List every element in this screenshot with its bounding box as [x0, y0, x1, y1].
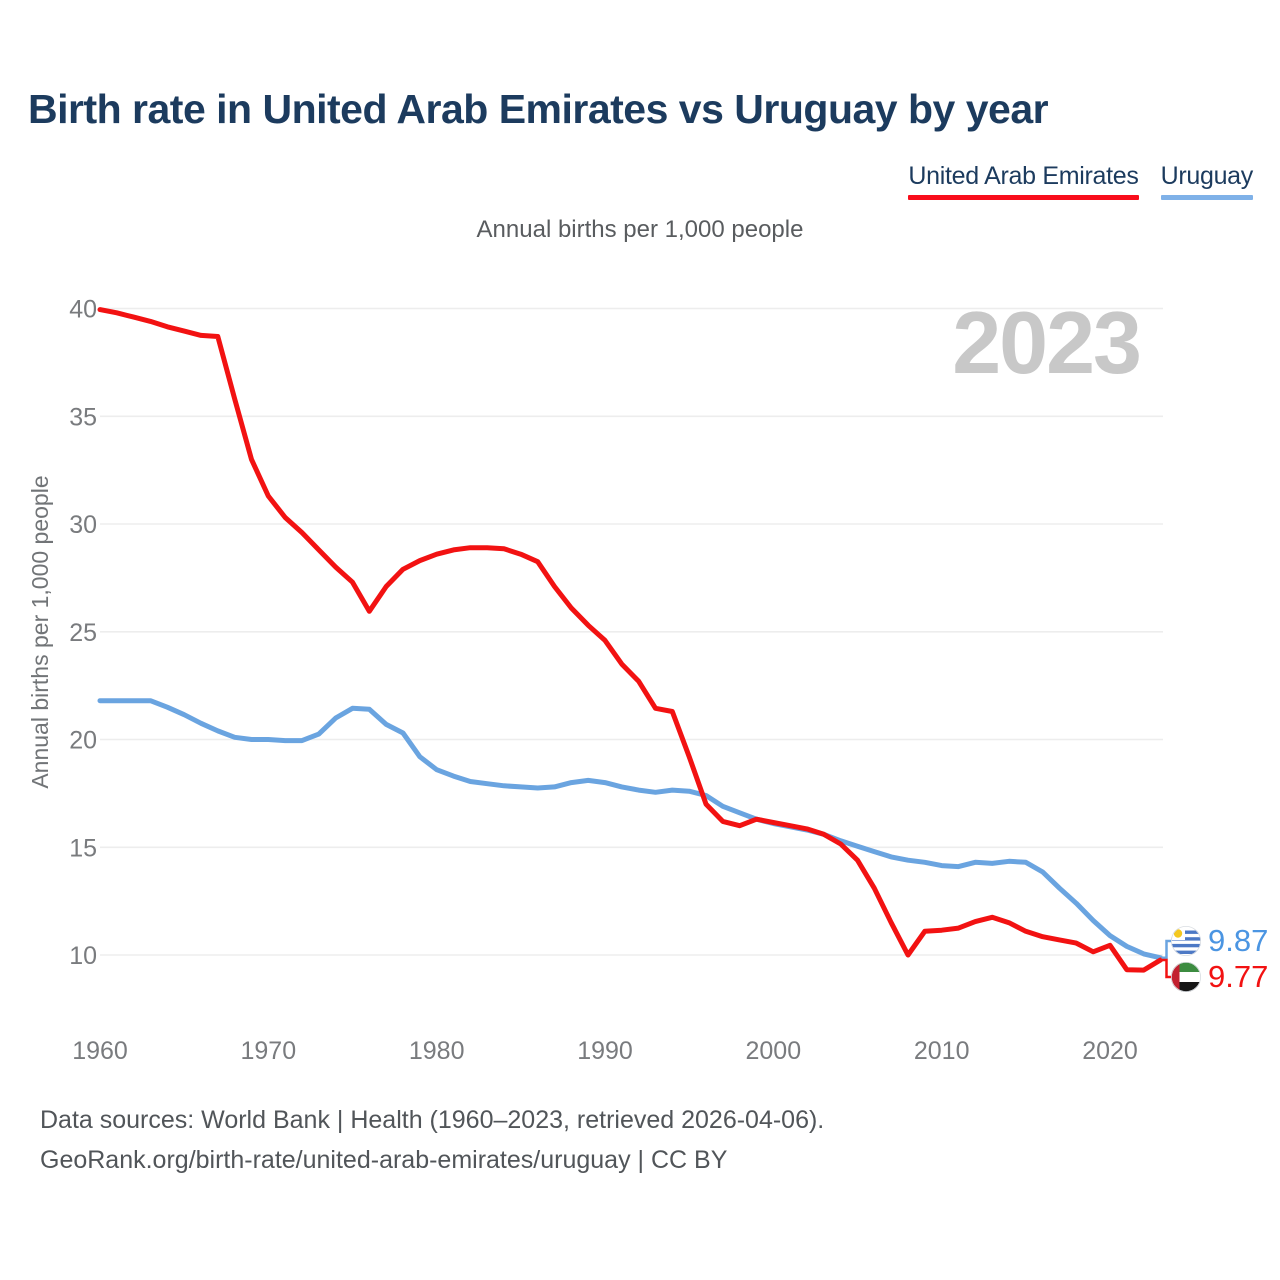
legend-label-uruguay: Uruguay	[1160, 162, 1254, 190]
y-tick-label-35: 35	[69, 403, 97, 431]
x-tick-label-1980: 1980	[409, 1037, 465, 1065]
x-tick-label-2000: 2000	[745, 1037, 801, 1065]
footer-line-2: GeoRank.org/birth-rate/united-arab-emira…	[40, 1146, 728, 1174]
uae-flag-icon	[1171, 962, 1201, 992]
legend-item-united-arab-emirates[interactable]: United Arab Emirates	[908, 162, 1139, 200]
y-tick-label-15: 15	[69, 834, 97, 862]
uruguay-line	[97, 698, 1163, 961]
chart-subtitle: Annual births per 1,000 people	[476, 216, 804, 243]
legend-underline-united-arab-emirates	[908, 195, 1139, 200]
data-source-footer: Data sources: World Bank | Health (1960–…	[40, 1100, 824, 1180]
united-arab-emirates-line	[97, 307, 1163, 973]
uae-end-value: 9.77	[1208, 959, 1269, 994]
y-tick-label-30: 30	[69, 511, 97, 539]
page-title: Birth rate in United Arab Emirates vs Ur…	[28, 86, 1049, 132]
y-tick-label-10: 10	[69, 942, 97, 970]
legend-item-uruguay[interactable]: Uruguay	[1160, 162, 1254, 200]
uruguay-flag-icon	[1171, 926, 1201, 956]
y-tick-label-20: 20	[69, 727, 97, 755]
x-tick-label-1970: 1970	[240, 1037, 296, 1065]
end-label-uruguay: 9.87	[1171, 923, 1269, 958]
watermark-year: 2023	[952, 293, 1142, 392]
uruguay-label-connector	[1161, 939, 1171, 960]
legend: United Arab Emirates Uruguay	[908, 162, 1253, 200]
legend-underline-uruguay	[1160, 195, 1253, 200]
uruguay-end-value: 9.87	[1208, 923, 1269, 958]
x-tick-label-1990: 1990	[577, 1037, 633, 1065]
end-label-uae: 9.77	[1171, 959, 1269, 994]
y-tick-label-40: 40	[69, 296, 97, 324]
uae-label-connector	[1161, 958, 1171, 979]
x-tick-label-2020: 2020	[1082, 1037, 1138, 1065]
y-tick-label-25: 25	[69, 619, 97, 647]
legend-label-united-arab-emirates: United Arab Emirates	[908, 162, 1139, 190]
x-tick-label-1960: 1960	[72, 1037, 128, 1065]
x-tick-label-2010: 2010	[914, 1037, 970, 1065]
footer-line-1: Data sources: World Bank | Health (1960–…	[40, 1106, 825, 1134]
